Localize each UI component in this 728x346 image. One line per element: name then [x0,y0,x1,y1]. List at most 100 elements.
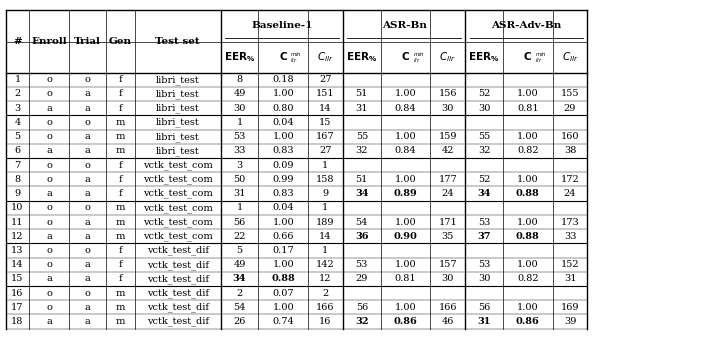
Text: vctk_test_dif: vctk_test_dif [146,317,209,326]
Text: 0.18: 0.18 [272,75,294,84]
Text: 56: 56 [356,303,368,312]
Text: 1: 1 [15,75,20,84]
Text: vctk_test_dif: vctk_test_dif [146,260,209,270]
Text: 0.86: 0.86 [516,317,539,326]
Text: 30: 30 [478,104,490,113]
Text: vctk_test_com: vctk_test_com [143,174,213,184]
Text: 55: 55 [356,132,368,141]
Text: vctk_test_com: vctk_test_com [143,203,213,213]
Text: a: a [47,146,52,155]
Text: f: f [119,246,122,255]
Text: $^{min}_{llr}$: $^{min}_{llr}$ [413,49,424,65]
Text: $C_{llr}$: $C_{llr}$ [317,50,333,64]
Text: 1.00: 1.00 [517,303,539,312]
Text: 13: 13 [11,246,24,255]
Text: 15: 15 [12,274,23,283]
Text: o: o [84,246,90,255]
Text: 7: 7 [15,161,20,170]
Text: 1.00: 1.00 [395,260,416,269]
Text: o: o [46,203,52,212]
Text: $\mathbf{C}$: $\mathbf{C}$ [523,50,532,62]
Text: 0.81: 0.81 [517,104,539,113]
Text: 33: 33 [233,146,246,155]
Text: libri_test: libri_test [156,75,199,85]
Text: 52: 52 [478,90,490,99]
Text: 8: 8 [15,175,20,184]
Text: 27: 27 [319,75,332,84]
Text: o: o [46,289,52,298]
Text: ASR-Adv-Bn: ASR-Adv-Bn [491,21,561,30]
Text: 49: 49 [234,260,245,269]
Text: a: a [84,260,90,269]
Text: m: m [116,303,124,312]
Text: 0.84: 0.84 [395,146,416,155]
Text: 1.00: 1.00 [272,218,294,227]
Text: 22: 22 [233,232,246,241]
Text: 26: 26 [234,317,245,326]
Text: a: a [47,232,52,241]
Text: Enroll: Enroll [31,37,67,46]
Text: 50: 50 [234,175,245,184]
Text: 1.00: 1.00 [517,90,539,99]
Text: 16: 16 [320,317,331,326]
Text: 14: 14 [319,104,332,113]
Text: o: o [46,118,52,127]
Text: $\mathbf{EER}_\mathbf{\%}$: $\mathbf{EER}_\mathbf{\%}$ [347,50,377,64]
Text: 152: 152 [561,260,579,269]
Text: 15: 15 [320,118,331,127]
Text: 0.81: 0.81 [395,274,416,283]
Text: m: m [116,146,124,155]
Text: 54: 54 [356,218,368,227]
Text: o: o [46,175,52,184]
Text: 3: 3 [15,104,20,113]
Text: vctk_test_com: vctk_test_com [143,189,213,198]
Text: a: a [47,189,52,198]
Text: 51: 51 [356,90,368,99]
Text: 1.00: 1.00 [272,260,294,269]
Text: o: o [84,203,90,212]
Text: 53: 53 [356,260,368,269]
Text: f: f [119,161,122,170]
Text: 56: 56 [478,303,490,312]
Text: 1: 1 [323,203,328,212]
Text: f: f [119,75,122,84]
Text: 12: 12 [11,232,24,241]
Text: libri_test: libri_test [156,132,199,142]
Text: 34: 34 [478,189,491,198]
Text: 24: 24 [563,189,577,198]
Text: 1.00: 1.00 [395,132,416,141]
Text: 142: 142 [316,260,335,269]
Text: 0.83: 0.83 [272,189,294,198]
Text: a: a [84,303,90,312]
Text: a: a [84,274,90,283]
Text: o: o [46,246,52,255]
Text: a: a [84,132,90,141]
Text: o: o [84,75,90,84]
Text: 6: 6 [15,146,20,155]
Text: 34: 34 [355,189,368,198]
Text: 30: 30 [442,274,454,283]
Text: 31: 31 [233,189,246,198]
Text: f: f [119,260,122,269]
Text: a: a [84,232,90,241]
Text: 167: 167 [316,132,335,141]
Text: 3: 3 [237,161,242,170]
Text: 1.00: 1.00 [272,90,294,99]
Text: 0.86: 0.86 [394,317,417,326]
Text: 0.04: 0.04 [272,203,294,212]
Text: 11: 11 [11,218,24,227]
Text: $C_{llr}$: $C_{llr}$ [440,50,456,64]
Text: 0.82: 0.82 [517,274,539,283]
Text: vctk_test_dif: vctk_test_dif [146,288,209,298]
Text: 35: 35 [442,232,454,241]
Text: 56: 56 [234,218,245,227]
Text: 173: 173 [561,218,579,227]
Text: 155: 155 [561,90,579,99]
Text: 51: 51 [356,175,368,184]
Text: 4: 4 [15,118,20,127]
Text: o: o [46,218,52,227]
Text: 169: 169 [561,303,579,312]
Text: $\mathbf{C}$: $\mathbf{C}$ [279,50,288,62]
Text: vctk_test_dif: vctk_test_dif [146,274,209,284]
Text: 10: 10 [12,203,23,212]
